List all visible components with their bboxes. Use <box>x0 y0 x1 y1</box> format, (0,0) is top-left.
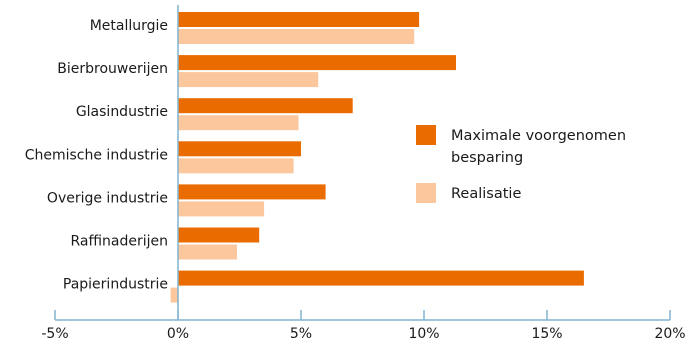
x-tick-label: 15% <box>531 326 562 342</box>
category-label: Metallurgie <box>90 18 168 34</box>
bar-realisatie-3 <box>178 158 294 174</box>
bar-maximale-3 <box>178 141 301 157</box>
x-tick-label: -5% <box>41 326 68 342</box>
bar-realisatie-0 <box>178 29 415 44</box>
legend-swatch-maximale <box>416 125 436 145</box>
bars-group <box>170 12 584 303</box>
category-label: Overige industrie <box>47 190 168 206</box>
bar-realisatie-5 <box>178 244 237 260</box>
bar-maximale-6 <box>178 270 584 286</box>
x-tick-label: 20% <box>654 326 685 342</box>
bar-maximale-5 <box>178 227 260 243</box>
x-tick-label: 10% <box>408 326 439 342</box>
category-label: Glasindustrie <box>76 104 168 120</box>
bar-maximale-4 <box>178 184 326 200</box>
category-label: Papierindustrie <box>63 277 168 293</box>
legend: Maximale voorgenomen besparing Realisatie <box>416 125 626 203</box>
legend-label: Realisatie <box>451 186 521 202</box>
bar-maximale-2 <box>178 98 353 114</box>
bar-maximale-1 <box>178 55 456 71</box>
bar-realisatie-4 <box>178 201 265 217</box>
x-tick-label: 0% <box>167 326 189 342</box>
x-tick-label: 5% <box>290 326 312 342</box>
category-label: Bierbrouwerijen <box>57 61 168 77</box>
legend-label: Maximale voorgenomen <box>451 128 626 144</box>
category-labels: Metallurgie Bierbrouwerijen Glasindustrie C… <box>25 18 168 293</box>
axes-group <box>54 5 671 321</box>
bar-realisatie-1 <box>178 72 319 88</box>
bar-realisatie-6 <box>170 287 178 303</box>
legend-swatch-realisatie <box>416 183 436 203</box>
bar-maximale-0 <box>178 12 420 27</box>
category-label: Chemische industrie <box>25 147 168 163</box>
bar-realisatie-2 <box>178 115 299 131</box>
x-tick-labels: -5% 0% 5% 10% 15% 20% <box>41 326 685 342</box>
legend-label: besparing <box>451 150 523 166</box>
category-label: Raffinaderijen <box>70 234 168 250</box>
